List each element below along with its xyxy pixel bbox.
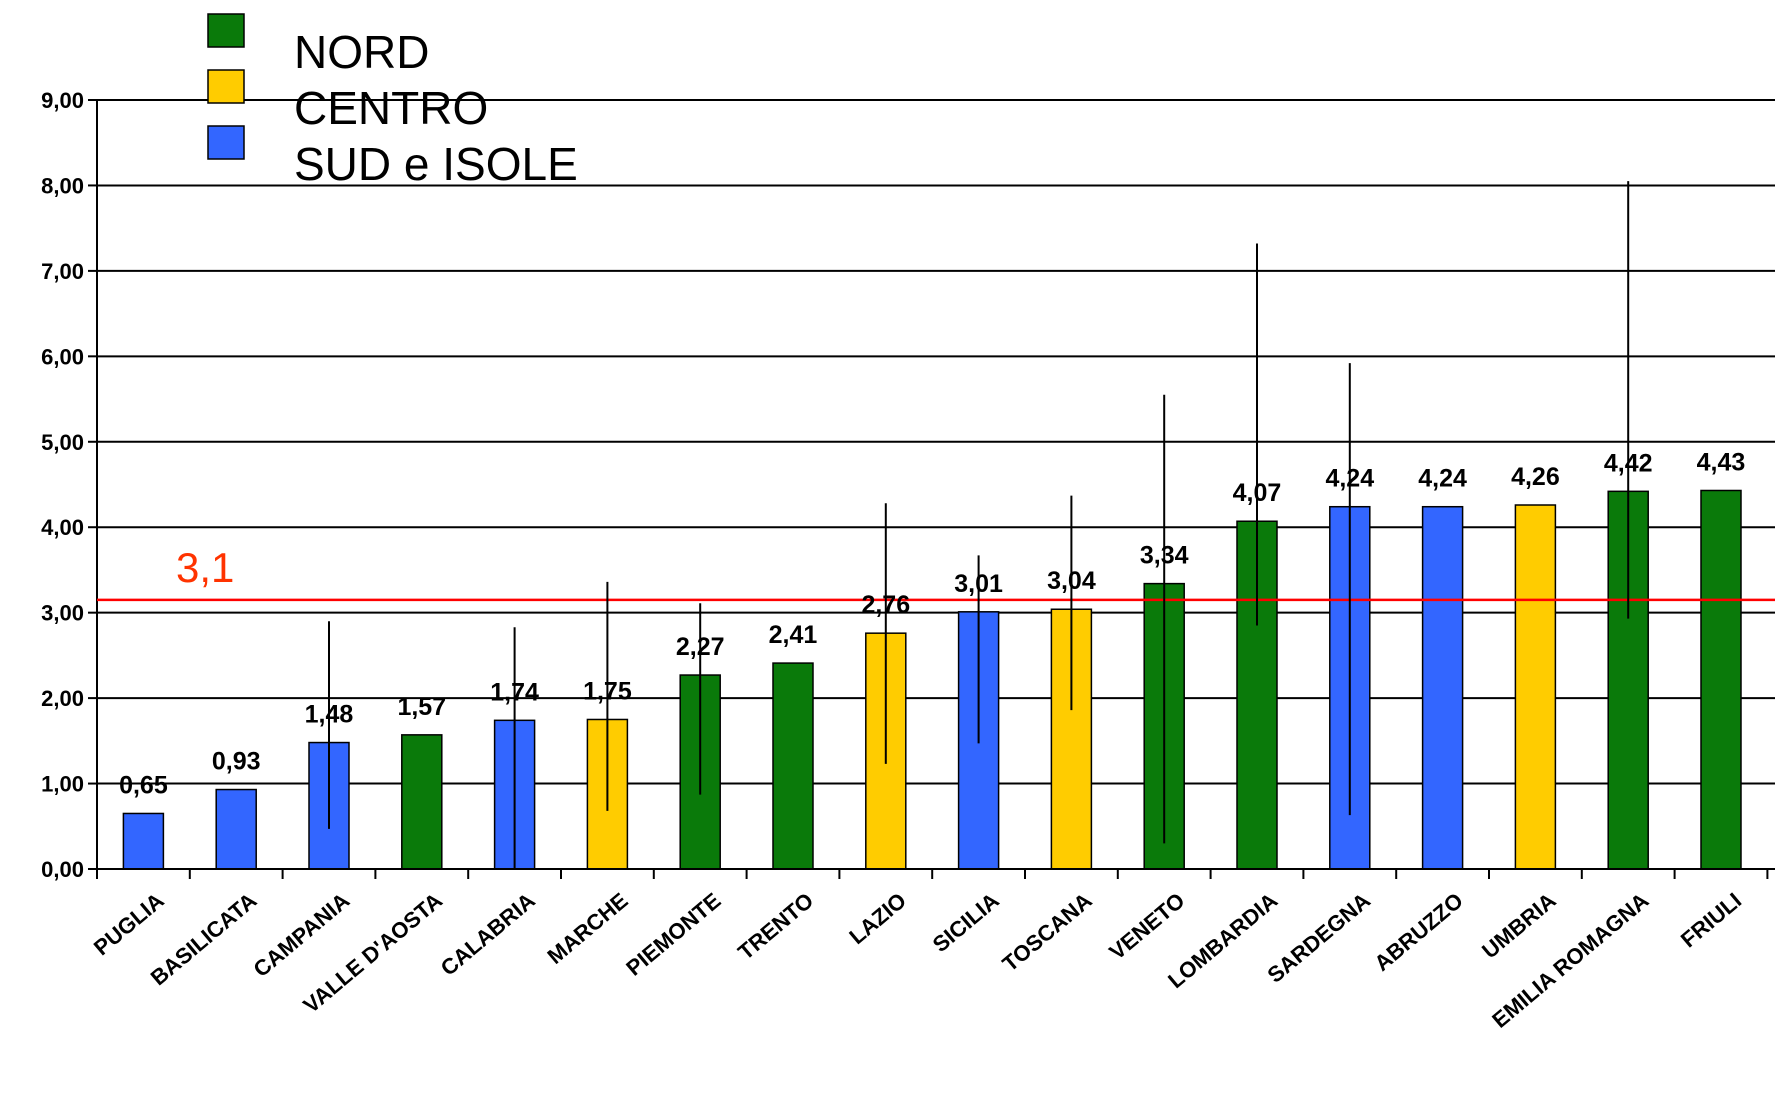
- category-label: MARCHE: [543, 888, 633, 969]
- y-tick-label: 6,00: [41, 344, 84, 369]
- bar: [772, 662, 814, 870]
- data-label: 2,41: [769, 621, 818, 649]
- category-label: VENETO: [1104, 888, 1189, 965]
- data-label: 1,48: [305, 701, 354, 729]
- data-label: 4,24: [1325, 465, 1374, 493]
- category-label: TOSCANA: [998, 888, 1097, 977]
- data-label: 4,07: [1233, 479, 1282, 507]
- legend-label: NORD: [294, 26, 429, 78]
- y-tick-label: 7,00: [41, 259, 84, 284]
- data-label: 4,26: [1511, 463, 1560, 491]
- y-tick-label: 3,00: [41, 601, 84, 626]
- data-label: 1,74: [490, 678, 539, 706]
- bar: [215, 788, 257, 870]
- bar: [122, 812, 165, 870]
- category-label: PUGLIA: [89, 888, 169, 961]
- data-label: 2,27: [676, 633, 725, 661]
- y-tick-label: 5,00: [41, 430, 84, 455]
- y-tick-label: 8,00: [41, 173, 84, 198]
- data-label: 3,34: [1140, 542, 1189, 570]
- data-label: 1,75: [583, 677, 632, 705]
- category-label: PIEMONTE: [621, 888, 725, 981]
- category-label: FRIULI: [1676, 888, 1746, 953]
- bar: [401, 734, 443, 870]
- data-label: 2,76: [861, 591, 910, 619]
- category-label: CALABRIA: [436, 888, 540, 981]
- data-label: 1,57: [397, 693, 446, 721]
- bar: [1700, 489, 1742, 870]
- data-label: 4,24: [1418, 465, 1467, 493]
- legend-label: SUD e ISOLE: [294, 138, 578, 190]
- legend-label: CENTRO: [294, 82, 488, 134]
- data-label: 4,42: [1604, 449, 1653, 477]
- category-label: SICILIA: [928, 888, 1004, 958]
- legend-swatch: [207, 69, 245, 104]
- y-tick-label: 2,00: [41, 686, 84, 711]
- bar: [1514, 504, 1557, 870]
- legend-swatch: [207, 13, 245, 48]
- category-label: TRENTO: [733, 888, 818, 965]
- y-tick-label: 4,00: [41, 515, 84, 540]
- y-tick-label: 1,00: [41, 772, 84, 797]
- category-label: UMBRIA: [1477, 888, 1561, 964]
- category-label: ABRUZZO: [1369, 888, 1467, 976]
- category-label: SARDEGNA: [1262, 888, 1375, 988]
- bar: [1421, 505, 1464, 870]
- data-label: 4,43: [1697, 448, 1746, 476]
- data-label: 0,65: [119, 771, 168, 799]
- category-label: LAZIO: [844, 888, 911, 950]
- data-label: 3,01: [954, 570, 1003, 598]
- category-label: EMILIA ROMAGNA: [1487, 888, 1653, 1033]
- y-tick-label: 9,00: [41, 88, 84, 113]
- legend-swatch: [207, 125, 245, 160]
- data-label: 3,04: [1047, 567, 1096, 595]
- y-tick-label: 0,00: [41, 857, 84, 882]
- reference-line-label: 3,1: [176, 544, 234, 591]
- data-label: 0,93: [212, 748, 261, 776]
